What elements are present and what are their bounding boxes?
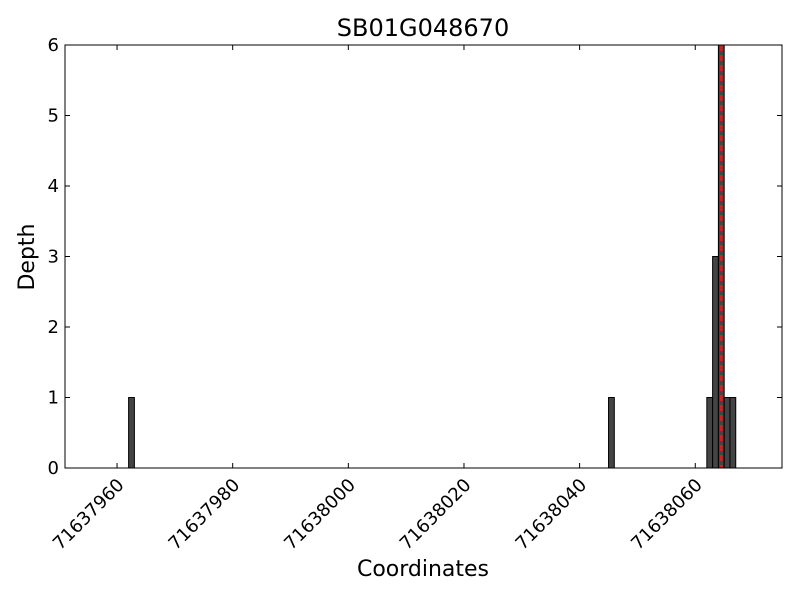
chart-title: SB01G048670: [337, 14, 509, 42]
y-axis-label: Depth: [15, 223, 40, 290]
x-tick-label: 71638000: [280, 475, 360, 555]
x-tick-label: 71638040: [512, 475, 592, 555]
y-tick-label: 6: [48, 35, 59, 56]
y-tick-label: 2: [48, 317, 59, 338]
depth-bar: [128, 397, 135, 469]
y-tick-label: 3: [48, 247, 59, 268]
y-tick-label: 1: [48, 388, 59, 409]
depth-bar: [729, 397, 737, 469]
x-tick-label: 71637960: [49, 475, 129, 555]
y-axis-ticks: 0 1 2 3 4 5 6: [48, 35, 782, 479]
depth-bar: [712, 256, 719, 469]
depth-bar: [706, 397, 714, 469]
depth-bar: [723, 397, 731, 469]
x-tick-label: 71637980: [165, 475, 245, 555]
y-tick-label: 4: [48, 176, 59, 197]
bars-layer: [65, 44, 782, 469]
depth-bar: [608, 397, 615, 469]
x-axis-ticks: 71637960 71637980 71638000 71638020 71638040…: [49, 45, 707, 554]
x-tick-label: 71638020: [396, 475, 476, 555]
x-tick-label: 71638060: [627, 475, 707, 555]
y-tick-label: 0: [48, 458, 59, 479]
y-tick-label: 5: [48, 106, 59, 127]
plot-frame: [64, 44, 783, 469]
x-axis-label: Coordinates: [357, 557, 489, 582]
